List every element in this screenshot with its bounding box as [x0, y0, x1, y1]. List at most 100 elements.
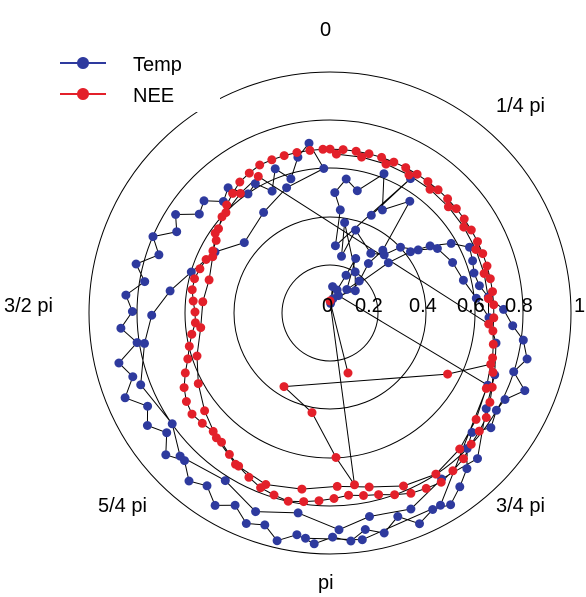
data-point-nee — [488, 339, 498, 349]
connector-nee — [435, 448, 461, 475]
legend-label-temp: Temp — [133, 54, 182, 76]
data-point-nee — [299, 497, 309, 507]
data-point-temp — [415, 519, 424, 529]
data-point-temp — [334, 525, 344, 535]
connector-temp — [344, 222, 356, 273]
legend-marker-nee — [77, 88, 89, 100]
connector-nee — [311, 412, 337, 458]
data-point-temp — [491, 405, 501, 415]
radial-grid-ring-1 — [88, 71, 572, 555]
data-point-nee — [471, 414, 481, 424]
data-point-nee — [179, 383, 189, 393]
data-point-temp — [520, 386, 530, 396]
legend-background — [20, 46, 220, 112]
data-point-temp — [366, 248, 376, 258]
data-point-nee — [443, 194, 453, 204]
data-point-temp — [142, 421, 152, 430]
legend-marker-temp — [77, 57, 89, 69]
data-point-nee — [307, 408, 317, 418]
data-point-nee — [390, 490, 400, 500]
data-point-nee — [331, 453, 341, 462]
data-point-nee — [331, 149, 341, 159]
data-point-nee — [208, 252, 218, 262]
data-point-nee — [325, 296, 335, 306]
data-point-temp — [175, 451, 185, 461]
data-point-temp — [518, 335, 528, 345]
data-point-temp — [350, 267, 360, 277]
data-point-temp — [379, 169, 389, 179]
radial-grid-ring-0.8 — [136, 119, 524, 507]
connector-nee — [196, 355, 199, 384]
data-point-nee — [211, 433, 221, 443]
data-point-nee — [190, 274, 199, 284]
connector-temp — [382, 200, 410, 211]
data-point-temp — [509, 367, 519, 377]
data-point-nee — [325, 144, 335, 154]
connector-temp — [357, 173, 385, 192]
data-point-nee — [198, 297, 208, 307]
data-point-temp — [363, 259, 373, 268]
connector-temp — [297, 512, 340, 531]
data-point-temp — [333, 291, 343, 301]
data-point-temp — [259, 207, 269, 217]
data-point-temp — [121, 290, 131, 300]
data-point-temp — [500, 395, 510, 404]
data-point-nee — [200, 406, 210, 416]
data-point-temp — [260, 520, 270, 530]
data-point-nee — [283, 496, 293, 506]
radial-tick-label-1: 1 — [574, 295, 585, 317]
radial-tick-label-0.8: 0.8 — [505, 295, 533, 317]
data-point-temp — [413, 245, 423, 255]
data-point-nee — [253, 171, 263, 181]
data-point-temp — [165, 286, 175, 296]
legend-label-nee: NEE — [133, 85, 174, 107]
data-point-nee — [359, 491, 368, 500]
data-point-temp — [346, 536, 356, 546]
connector-nee — [369, 485, 404, 488]
data-point-temp — [425, 241, 435, 251]
data-point-temp — [127, 307, 137, 316]
angle-label-three-half-pi: 3/2 pi — [4, 295, 53, 317]
connector-nee — [329, 300, 349, 374]
data-point-nee — [211, 235, 221, 245]
data-point-nee — [377, 152, 387, 162]
data-point-temp — [340, 218, 350, 228]
data-point-nee — [459, 214, 469, 224]
data-point-temp — [239, 238, 249, 248]
data-point-temp — [341, 174, 351, 184]
data-point-nee — [483, 294, 493, 304]
angle-labels: 0 1/4 pi 3/4 pi pi 5/4 pi 3/2 pi — [4, 19, 545, 594]
data-point-nee — [466, 439, 476, 449]
data-point-nee — [364, 149, 374, 159]
connector-nee — [283, 386, 313, 413]
data-point-nee — [421, 483, 431, 493]
data-point-nee — [455, 444, 465, 454]
data-point-nee — [485, 274, 495, 284]
connector-nee — [196, 327, 202, 357]
connector-temp — [255, 511, 299, 514]
data-point-temp — [499, 304, 508, 314]
data-point-temp — [469, 268, 479, 278]
connector-temp — [243, 212, 265, 243]
connection-lines — [118, 142, 528, 545]
data-point-nee — [210, 228, 220, 238]
data-point-nee — [244, 168, 254, 178]
data-point-nee — [484, 319, 494, 329]
data-point-nee — [488, 287, 497, 297]
data-point-temp — [202, 481, 212, 491]
data-point-temp — [446, 500, 456, 510]
data-point-temp — [328, 282, 338, 292]
connector-temp — [140, 343, 145, 385]
data-point-nee — [318, 144, 328, 154]
connector-nee — [265, 484, 302, 490]
data-point-nee — [471, 245, 481, 254]
data-point-nee — [404, 170, 414, 180]
radial-grid-ring-0.2 — [281, 264, 379, 362]
data-point-nee — [357, 152, 367, 162]
connector-nee — [301, 485, 338, 490]
data-point-nee — [231, 459, 240, 469]
data-point-temp — [366, 210, 376, 220]
data-point-nee — [344, 490, 354, 500]
data-point-temp — [335, 205, 345, 215]
